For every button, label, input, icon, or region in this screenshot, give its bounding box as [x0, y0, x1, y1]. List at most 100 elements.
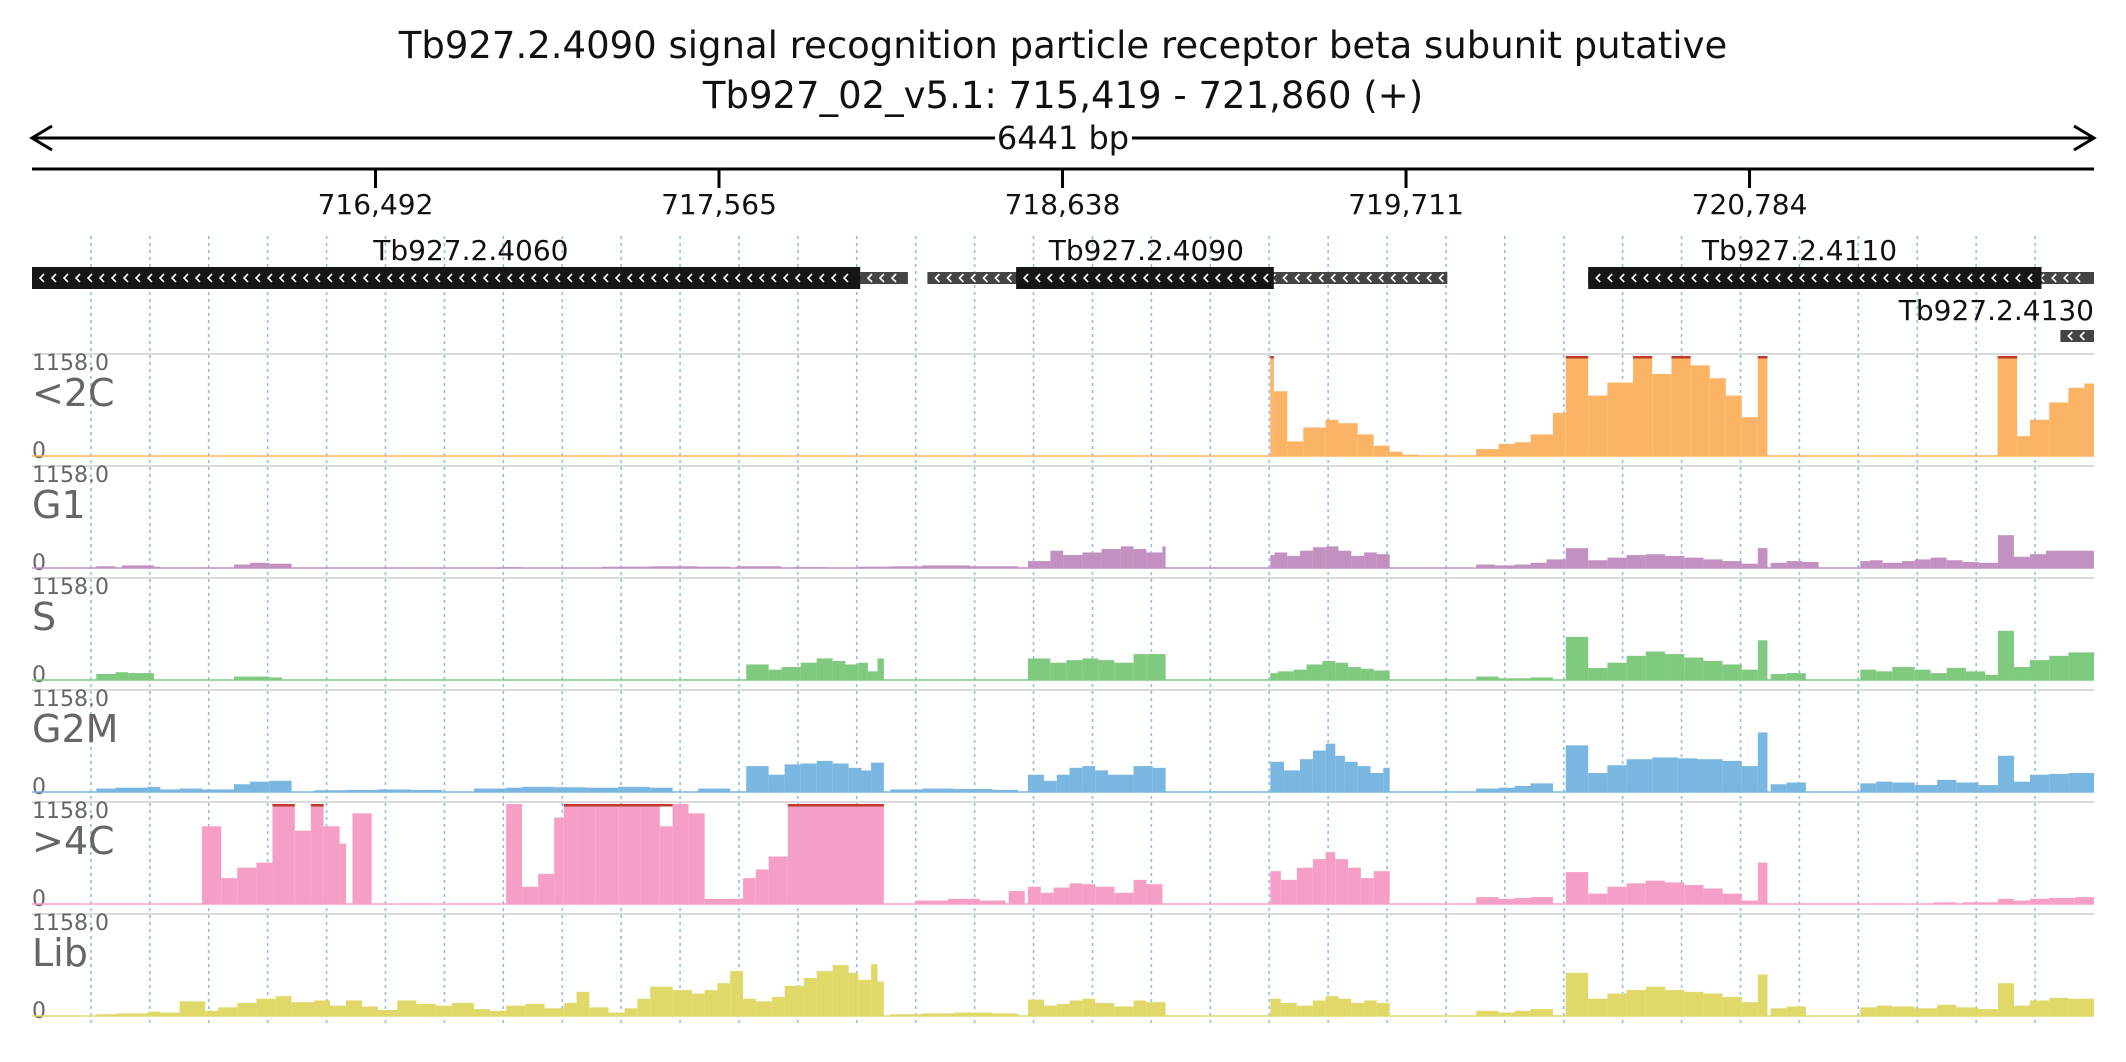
coverage-bar — [1566, 872, 1588, 904]
coverage-bar — [849, 768, 862, 792]
coverage-bar — [2049, 656, 2068, 680]
coverage-bar — [756, 869, 769, 904]
track-name-label: S — [32, 595, 56, 639]
coverage-bar — [858, 663, 868, 680]
coverage-bar — [785, 764, 801, 792]
coverage-bar — [1322, 661, 1335, 680]
coverage-bar — [2068, 999, 2094, 1016]
coverage-bar — [1742, 417, 1758, 456]
coverage-bar — [1860, 783, 1876, 792]
coverage-bar — [2014, 782, 2030, 792]
coverage-bar — [1270, 871, 1281, 904]
coverage-bar — [506, 1006, 525, 1016]
coverage-bar — [1671, 356, 1690, 456]
coverage-bar — [506, 804, 522, 904]
coverage-bar — [849, 973, 859, 1016]
coverage-bar — [1915, 785, 1937, 792]
coverage-bar — [1098, 660, 1114, 680]
coverage-bar — [1607, 663, 1626, 680]
coverage-bar — [1028, 1000, 1044, 1016]
coverage-bar — [1146, 654, 1165, 680]
coverage-bar — [2014, 1006, 2030, 1016]
coverage-bar — [295, 831, 311, 904]
coverage-bar — [1303, 428, 1325, 456]
coverage-bar — [1134, 654, 1147, 680]
coverage-bar — [1588, 894, 1607, 904]
coverage-bar — [1306, 664, 1322, 680]
track-name-label: G2M — [32, 707, 118, 751]
coverage-bar — [1998, 983, 2014, 1016]
gene-label: Tb927.2.4060 — [372, 234, 568, 267]
coverage-bar — [1665, 882, 1684, 904]
coverage-bar — [2030, 660, 2049, 680]
coverage-bar — [1358, 766, 1371, 792]
coverage-bar — [1054, 888, 1070, 904]
coverage-bar — [1627, 656, 1646, 680]
coverage-bar — [1515, 442, 1531, 456]
coverage-bar — [1082, 658, 1098, 680]
coverage-bar — [1966, 671, 1985, 680]
coverage-bar — [2062, 551, 2094, 568]
coverage-bar — [2075, 897, 2094, 904]
coverage-bar — [1326, 744, 1336, 792]
coverage-bar — [324, 826, 340, 904]
coverage-bar — [1892, 783, 1914, 792]
coverage-bar — [1627, 555, 1646, 568]
gene-Tb927.2.4090: Tb927.2.4090 — [927, 234, 1447, 289]
coverage-bar — [1162, 546, 1165, 568]
coverage-bar — [452, 1003, 474, 1016]
coverage-bar — [817, 658, 833, 680]
coverage-bar — [1998, 535, 2014, 568]
coverage-bar — [1607, 994, 1626, 1016]
coverage-bar — [1361, 669, 1374, 680]
coverage-bar — [96, 674, 115, 680]
coverage-bar — [1082, 999, 1095, 1016]
coverage-bar — [1044, 781, 1057, 792]
clipping-marker — [1566, 356, 1588, 359]
coverage-bar — [833, 661, 846, 680]
clipping-marker — [272, 804, 294, 807]
coverage-bar — [1915, 1008, 1937, 1016]
coverage-bar — [1361, 878, 1374, 904]
coverage-bar — [705, 899, 724, 904]
coverage-bar — [1294, 670, 1307, 680]
coverage-bar — [1860, 561, 1870, 568]
coverage-bar — [1070, 768, 1083, 792]
track-name-label: >4C — [32, 819, 115, 863]
coverage-bar — [1998, 756, 2014, 792]
coverage-bar — [769, 775, 785, 792]
coverage-bar — [801, 663, 817, 680]
coverage-bar — [1646, 987, 1665, 1016]
coverage-bar — [1860, 670, 1876, 680]
coverage-bar — [1114, 893, 1133, 904]
coverage-bar — [311, 804, 324, 904]
coverage-bar — [1771, 674, 1787, 680]
coverage-bar — [416, 1004, 435, 1016]
coverage-bar — [1758, 863, 1768, 904]
coverage-bar — [1326, 420, 1339, 456]
track-name-label: <2C — [32, 371, 115, 415]
coverage-bar — [1338, 551, 1351, 568]
coverage-bar — [1374, 446, 1390, 456]
coverage-bar — [1476, 1011, 1498, 1016]
coverage-bar — [1313, 751, 1326, 792]
coverage-bar — [1931, 673, 1947, 680]
coverage-bar — [1070, 1000, 1083, 1016]
coverage-bar — [1531, 563, 1547, 568]
coverage-bar — [1364, 1000, 1377, 1016]
coverage-bar — [1956, 783, 1978, 792]
coverage-bar — [1370, 773, 1383, 792]
coverage-bar — [2030, 899, 2049, 904]
coverage-bar — [2068, 388, 2084, 456]
coverage-bar — [589, 1007, 608, 1016]
coverage-bar — [1374, 871, 1390, 904]
coverage-bar — [1281, 1003, 1297, 1016]
coverage-bar — [250, 563, 269, 568]
coverage-bar — [1335, 663, 1348, 680]
coverage-bar — [1095, 887, 1114, 904]
coverage-bar — [660, 826, 673, 904]
ruler-tick-label: 719,711 — [1348, 188, 1464, 221]
coverage-bar — [1787, 673, 1806, 680]
